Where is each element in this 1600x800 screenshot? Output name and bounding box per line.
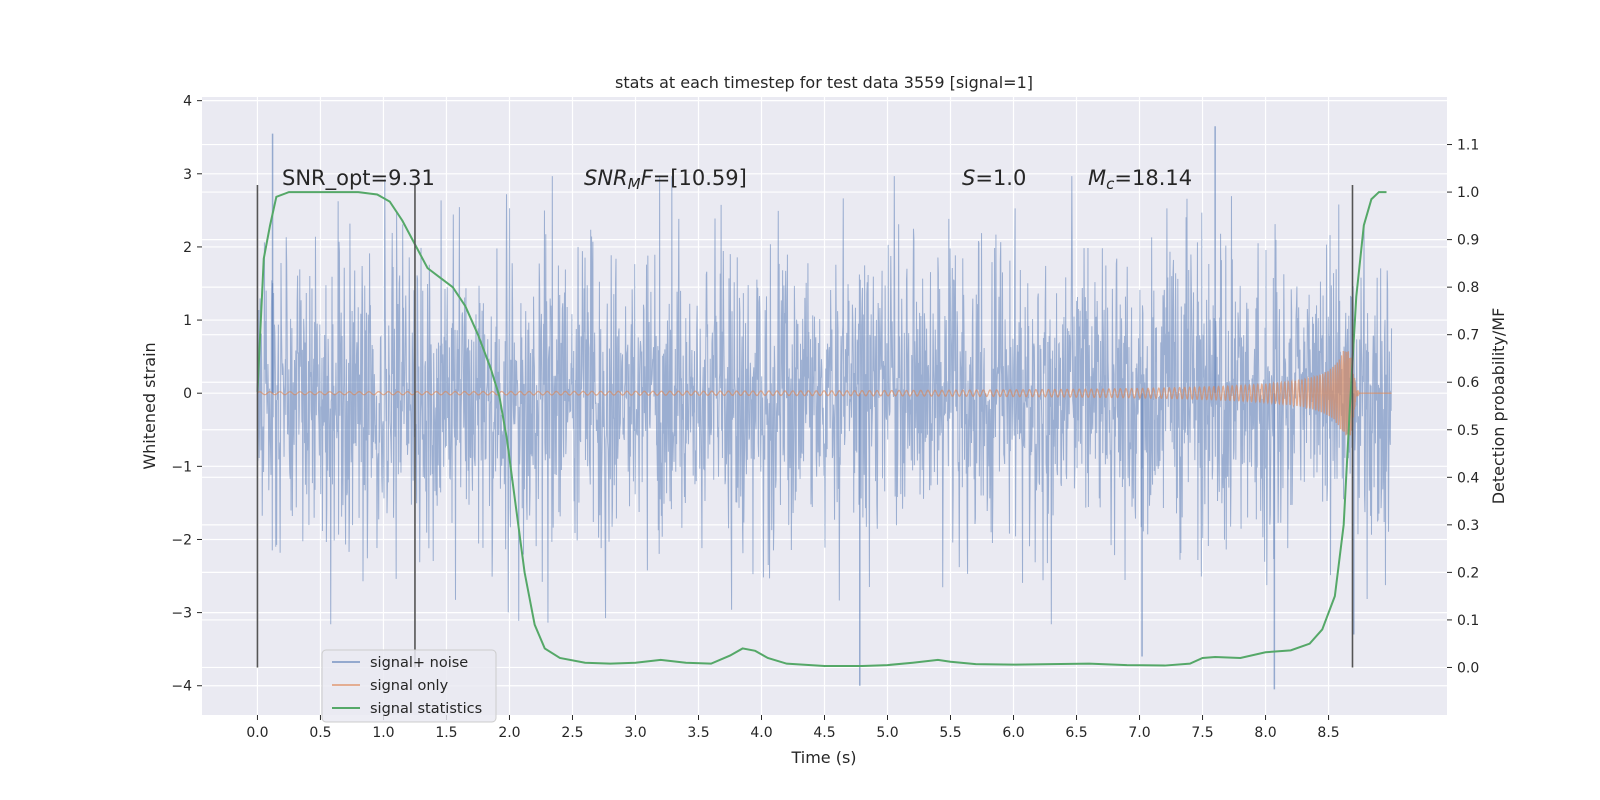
y-axis-label: Whitened strain — [140, 342, 159, 469]
signal-line — [257, 350, 1360, 436]
y-tick-label-2: −2 — [171, 532, 192, 548]
y2-tick-label-4: 0.4 — [1457, 470, 1479, 486]
y-axis-ticks: −4 −3 −2 −1 0 1 2 3 4 — [171, 94, 202, 695]
mc-suffix: =18.14 — [1114, 166, 1192, 190]
y-tick-label-1: −3 — [171, 606, 192, 622]
s-annotation: S=1.0 — [962, 166, 1026, 190]
stats-line — [256, 191, 1387, 668]
x-tick-label-12: 6.0 — [1002, 725, 1024, 741]
x-tick-label-11: 5.5 — [939, 725, 961, 741]
snr-mf-value: =[10.59] — [653, 166, 747, 190]
y2-tick-label-3: 0.3 — [1457, 518, 1479, 534]
legend-box — [321, 649, 497, 723]
x-tick-label-10: 5.0 — [876, 725, 898, 741]
y-tick-label-5: 1 — [183, 313, 192, 329]
y2-tick-label-0: 0.0 — [1457, 660, 1479, 676]
x-tick-label-14: 7.0 — [1128, 725, 1150, 741]
snr-opt-annotation: SNR_opt=9.31 — [282, 166, 435, 191]
legend: signal+ noise signal only signal statist… — [321, 649, 497, 723]
y2-tick-label-8: 0.8 — [1457, 280, 1479, 296]
x-tick-label-4: 2.0 — [498, 725, 520, 741]
y2-tick-label-6: 0.6 — [1457, 375, 1479, 391]
x-tick-label-9: 4.5 — [813, 725, 835, 741]
mc-annotation: Mc=18.14 — [1088, 166, 1192, 193]
y-tick-label-4: 0 — [183, 386, 192, 402]
y2-tick-label-11: 1.1 — [1457, 138, 1479, 154]
noise-line — [256, 176, 1393, 625]
s-prefix: S — [962, 166, 975, 190]
x-axis-label: Time (s) — [790, 748, 856, 767]
snr-mf-prefix: SNR — [584, 166, 628, 190]
y2-tick-label-5: 0.5 — [1457, 423, 1479, 439]
legend-stats-label: signal statistics — [370, 701, 482, 717]
y-tick-label-0: −4 — [171, 679, 192, 695]
snr-mf-sub: M — [628, 175, 641, 193]
y-tick-label-8: 4 — [183, 94, 192, 110]
mc-sub: c — [1106, 175, 1115, 193]
marker-lines — [256, 185, 1354, 668]
y-tick-label-3: −1 — [171, 459, 192, 475]
y2-tick-label-2: 0.2 — [1457, 565, 1479, 581]
y2-tick-label-9: 0.9 — [1457, 233, 1479, 249]
s-suffix: =1.0 — [975, 166, 1026, 190]
x-tick-label-1: 0.5 — [309, 725, 331, 741]
y2-tick-label-10: 1.0 — [1457, 185, 1479, 201]
y-tick-label-6: 2 — [183, 240, 192, 256]
y2-tick-label-7: 0.7 — [1457, 328, 1479, 344]
y2-axis-ticks: 0.0 0.1 0.2 0.3 0.4 0.5 0.6 0.7 0.8 0.9 1.0 1.1 — [1447, 138, 1479, 676]
signal-series — [257, 350, 1392, 436]
chart-title: stats at each timestep for test data 355… — [615, 73, 1033, 92]
snr-mf-annotation: SNRMF=[10.59] — [584, 166, 747, 193]
x-tick-label-13: 6.5 — [1065, 725, 1087, 741]
x-axis-ticks: 0.0 0.5 1.0 1.5 2.0 2.5 3.0 3.5 4.0 4.5 5.0 5.5 6.0 6… — [246, 715, 1340, 741]
x-tick-label-0: 0.0 — [246, 725, 268, 741]
x-tick-label-2: 1.0 — [372, 725, 394, 741]
x-tick-label-5: 2.5 — [561, 725, 583, 741]
snr-mf-suffix-italic: F — [641, 166, 654, 190]
x-tick-label-16: 8.0 — [1254, 725, 1276, 741]
y-tick-label-7: 3 — [183, 167, 192, 183]
y2-axis-label: Detection probability/MF — [1489, 308, 1508, 505]
legend-noise-label: signal+ noise — [370, 655, 468, 671]
mc-prefix: M — [1088, 166, 1106, 190]
noise-series — [256, 126, 1393, 690]
x-tick-label-6: 3.0 — [624, 725, 646, 741]
x-tick-label-17: 8.5 — [1317, 725, 1339, 741]
x-tick-label-15: 7.5 — [1191, 725, 1213, 741]
x-tick-label-3: 1.5 — [435, 725, 457, 741]
x-tick-label-8: 4.0 — [750, 725, 772, 741]
x-tick-label-7: 3.5 — [687, 725, 709, 741]
stats-series — [256, 191, 1387, 668]
legend-signal-label: signal only — [370, 678, 449, 694]
y2-tick-label-1: 0.1 — [1457, 613, 1479, 629]
